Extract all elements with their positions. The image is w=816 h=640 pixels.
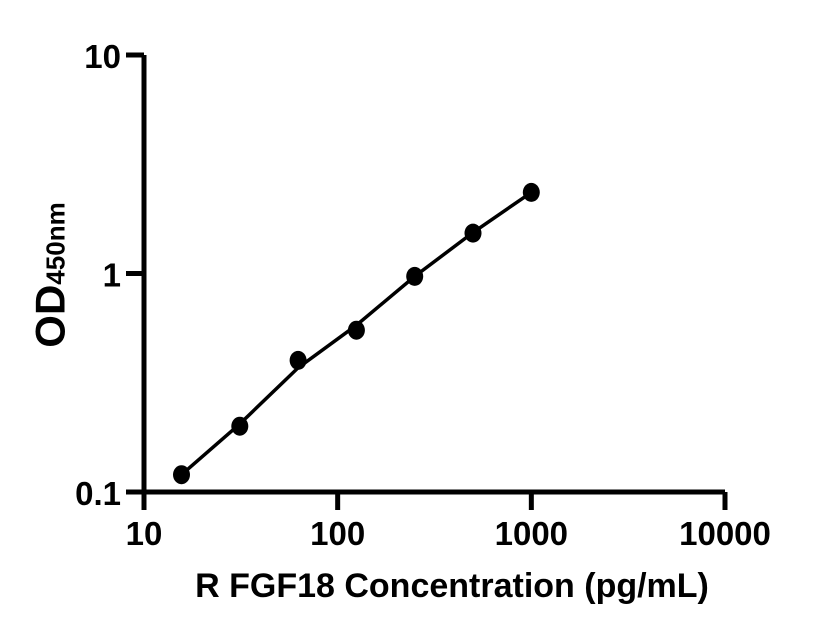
data-point bbox=[231, 416, 249, 436]
y-axis-title: OD450nm bbox=[27, 202, 74, 347]
x-tick-label-10000: 10000 bbox=[679, 515, 771, 552]
data-point bbox=[347, 320, 365, 340]
data-point bbox=[464, 223, 482, 243]
x-tick-label-10: 10 bbox=[126, 515, 163, 552]
x-tick-label-100: 100 bbox=[310, 515, 365, 552]
data-point bbox=[173, 465, 190, 485]
x-axis-title: R FGF18 Concentration (pg/mL) bbox=[195, 567, 709, 605]
y-tick-label-1: 1 bbox=[103, 257, 121, 294]
y-tick-label-0.1: 0.1 bbox=[75, 475, 121, 512]
plot-layer bbox=[173, 182, 540, 485]
data-point bbox=[289, 350, 307, 370]
data-point bbox=[522, 182, 540, 202]
x-tick-label-1000: 1000 bbox=[495, 515, 568, 552]
y-axis-title-main: OD bbox=[27, 285, 74, 348]
y-tick-label-10: 10 bbox=[84, 38, 121, 75]
data-point bbox=[406, 266, 424, 286]
y-axis-title-sub: 450nm bbox=[41, 202, 71, 284]
axes-layer: 0.1 1 10 10 100 1000 10000 bbox=[75, 38, 771, 552]
